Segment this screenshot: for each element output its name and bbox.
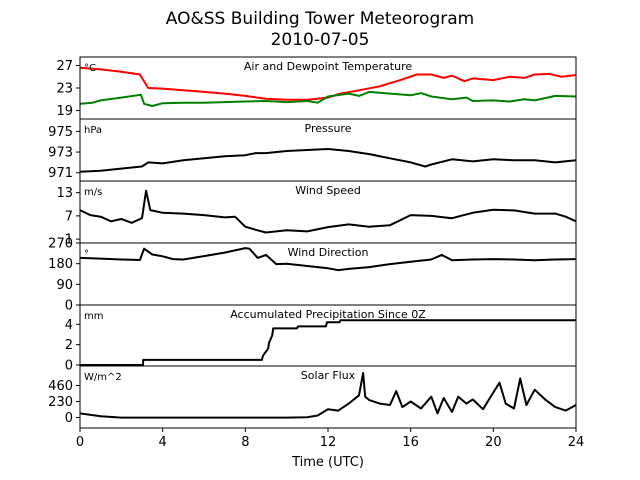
x-axis: 0 4 8 12 16 20 24 (76, 428, 584, 450)
panel-title: Solar Flux (301, 369, 356, 382)
y-tick-label: 0 (65, 299, 73, 314)
panel-5: 0 2 4 Accumulated Precipitation Since 0Z mm (65, 304, 577, 373)
y-tick-label: 4 (65, 318, 73, 333)
figure-subtitle: 2010-07-05 (271, 30, 370, 50)
panel-2: 971 973 975 Pressure hPa (48, 118, 577, 182)
y-tick-label: 973 (48, 146, 73, 161)
series-line-4-1 (79, 247, 577, 272)
panel-4: 0 90 180 270 Wind Direction ° (48, 237, 577, 314)
series-line-1-2 (79, 90, 577, 107)
panel-unit: hPa (84, 125, 102, 136)
x-tick-label: 20 (485, 435, 502, 450)
panel-1: 19 23 27 Air and Dewpoint Temperature °C (56, 56, 577, 120)
y-tick-label: 0 (65, 358, 73, 373)
panel-unit: mm (84, 311, 103, 322)
series-line-1-1 (79, 66, 577, 101)
panel-3: 1 7 13 Wind Speed m/s (56, 180, 577, 248)
panel-unit: ° (84, 249, 89, 260)
panel-unit: m/s (84, 187, 102, 198)
panel-title: Wind Speed (295, 184, 361, 197)
y-tick-label: 460 (48, 379, 73, 394)
y-tick-label: 180 (48, 257, 73, 272)
panel-title: Accumulated Precipitation Since 0Z (230, 308, 426, 321)
series-line-2-1 (79, 148, 577, 173)
y-tick-label: 971 (48, 166, 73, 181)
x-tick-label: 8 (241, 435, 249, 450)
panel-title: Air and Dewpoint Temperature (244, 60, 412, 73)
figure-title: AO&SS Building Tower Meteorogram (166, 9, 474, 29)
y-tick-label: 23 (56, 82, 73, 97)
x-tick-label: 24 (568, 435, 585, 450)
y-tick-label: 90 (56, 278, 73, 293)
y-tick-label: 0 (65, 411, 73, 426)
panel-unit: W/m^2 (84, 372, 122, 383)
series-line-6-1 (79, 372, 577, 419)
y-tick-label: 1 (65, 233, 73, 248)
y-tick-label: 270 (48, 237, 73, 252)
y-tick-label: 19 (56, 104, 73, 119)
x-tick-label: 16 (402, 435, 419, 450)
y-tick-label: 2 (65, 338, 73, 353)
y-tick-label: 230 (48, 395, 73, 410)
x-tick-label: 4 (159, 435, 167, 450)
series-line-5-1 (80, 319, 576, 366)
panel-unit: °C (84, 63, 96, 74)
y-tick-label: 27 (56, 59, 73, 74)
panel-title: Wind Direction (288, 246, 369, 259)
x-tick-label: 0 (76, 435, 84, 450)
x-tick-label: 12 (320, 435, 337, 450)
y-tick-label: 975 (48, 125, 73, 140)
panel-title: Pressure (305, 122, 352, 135)
y-tick-label: 13 (56, 186, 73, 201)
series-line-3-1 (79, 189, 577, 234)
y-tick-label: 7 (65, 209, 73, 224)
x-axis-label: Time (UTC) (291, 455, 364, 470)
